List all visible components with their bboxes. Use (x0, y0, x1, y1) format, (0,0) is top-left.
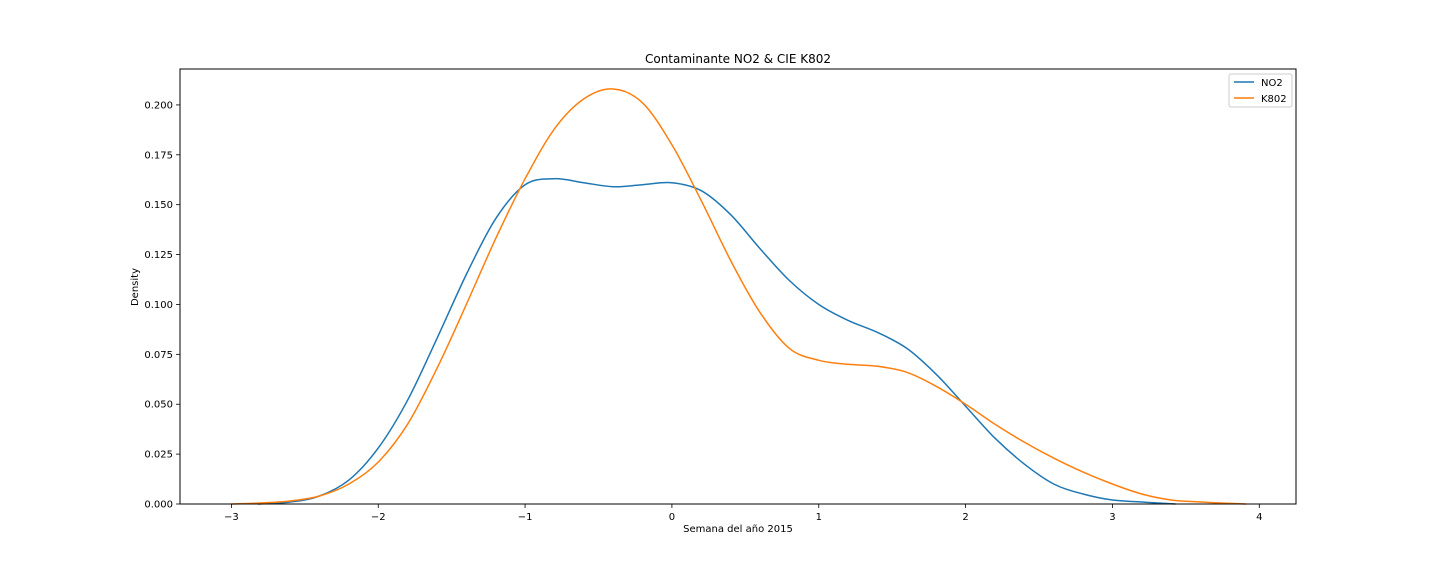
y-tick-label: 0.150 (144, 200, 173, 211)
x-tick-label: 4 (1256, 512, 1262, 523)
legend-label-k802: K802 (1261, 94, 1287, 105)
x-tick-label: −2 (371, 512, 386, 523)
x-tick-label: −1 (518, 512, 533, 523)
x-tick-label: 0 (669, 512, 675, 523)
y-axis-ticks: 0.000 0.025 0.050 0.075 0.100 0.125 0.150 0.175… (144, 100, 180, 511)
series-line-k802 (231, 88, 1247, 505)
plot-frame (179, 68, 1297, 505)
y-tick-label: 0.175 (144, 150, 173, 161)
x-tick-label: 3 (1109, 512, 1115, 523)
y-tick-label: 0.075 (144, 350, 173, 361)
y-tick-label: 0.100 (144, 300, 173, 311)
y-tick-label: 0.125 (144, 250, 173, 261)
legend: NO2 K802 (1228, 73, 1293, 108)
y-tick-label: 0.000 (144, 500, 173, 511)
x-tick-label: 1 (816, 512, 822, 523)
y-tick-label: 0.025 (144, 450, 173, 461)
x-tick-label: −3 (224, 512, 239, 523)
chart-title: Contaminante NO2 & CIE K802 (645, 52, 831, 66)
y-tick-label: 0.200 (144, 100, 173, 111)
y-tick-label: 0.050 (144, 400, 173, 411)
x-tick-label: 2 (962, 512, 968, 523)
y-axis-label: Density (130, 268, 141, 306)
x-axis-label: Semana del año 2015 (683, 524, 793, 535)
x-axis-ticks: −3 −2 −1 0 1 2 3 4 (224, 504, 1262, 523)
series-line-no2 (257, 177, 1176, 505)
series-layer (231, 88, 1247, 505)
legend-label-no2: NO2 (1261, 78, 1283, 89)
